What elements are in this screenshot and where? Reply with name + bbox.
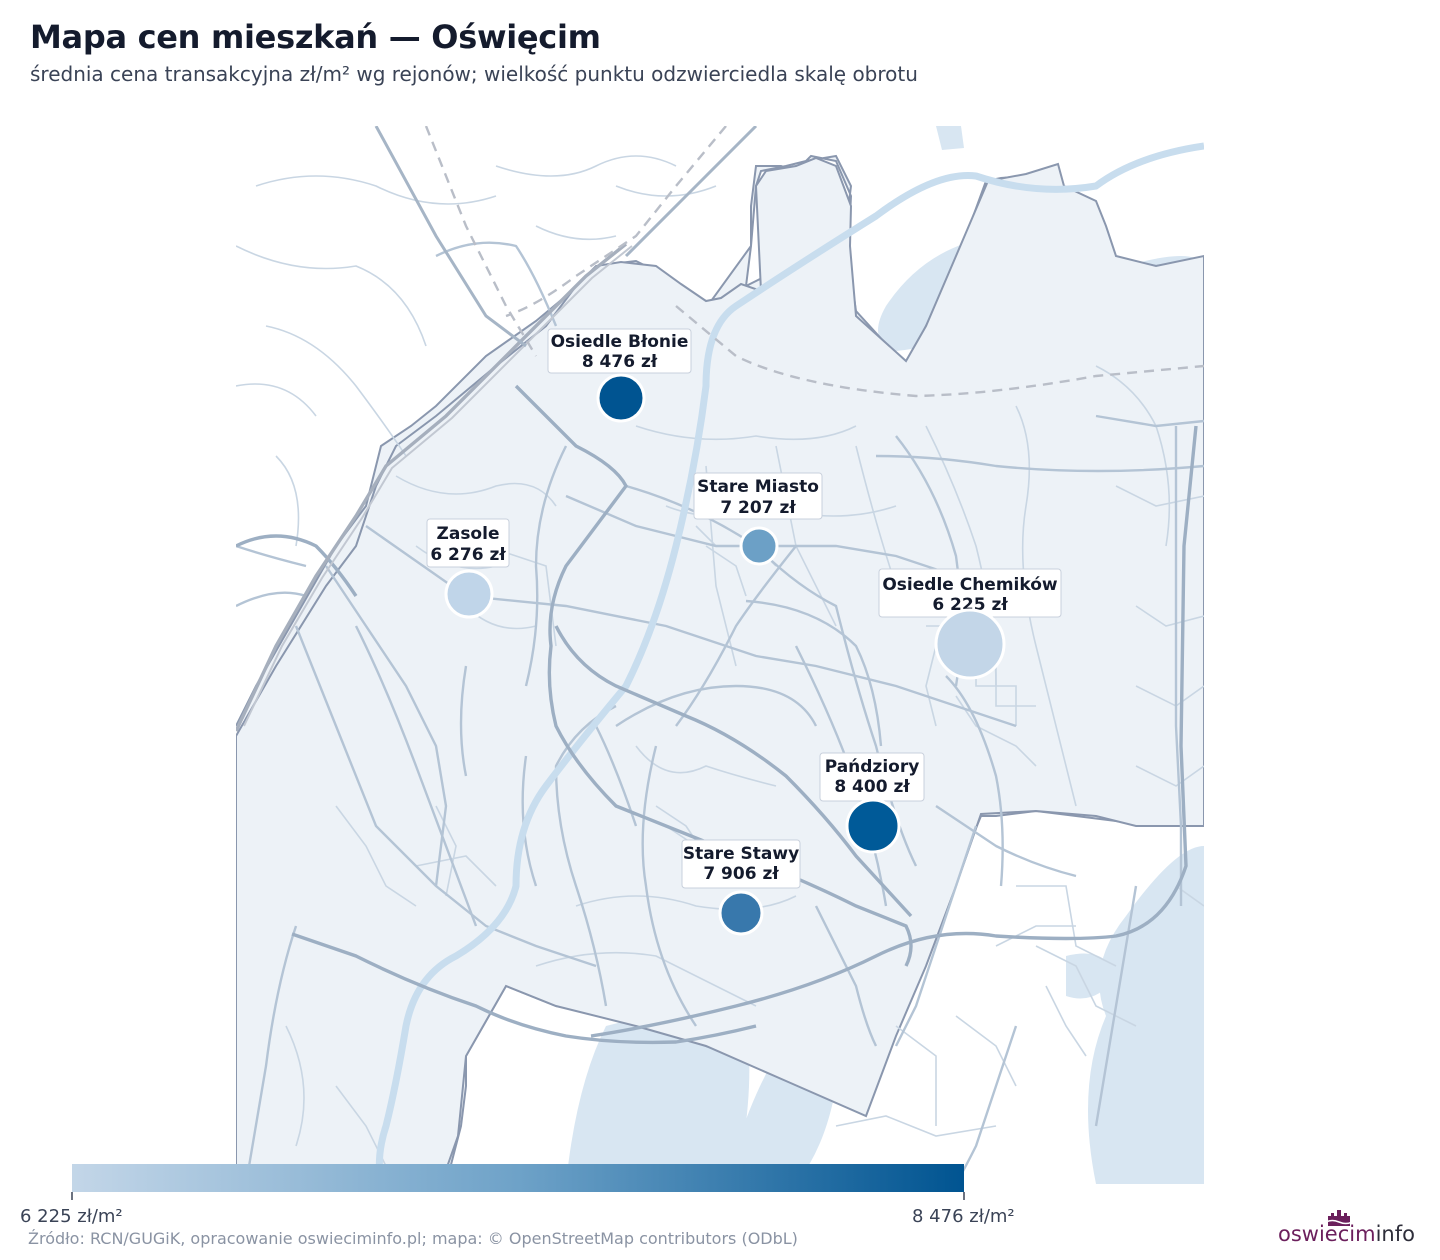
district-name: Zasole [437,524,500,544]
district-marker-stare-miasto[interactable]: Stare Miasto 7 207 zł [693,472,823,566]
district-marker-stare-stawy[interactable]: Stare Stawy 7 906 zł [681,839,801,936]
district-marker-osiedle-chemikow[interactable]: Osiedle Chemików 6 225 zł [878,568,1062,680]
city-map[interactable]: Osiedle Błonie 8 476 zł Stare Miasto 7 2… [236,126,1204,1184]
district-price: 7 906 zł [703,864,779,884]
label-box [547,328,692,374]
district-price: 8 476 zł [582,352,658,372]
label-box [426,518,510,568]
main-roads [236,384,1198,1045]
legend-max-label: 8 476 zł/m² [912,1206,1015,1227]
legend-min-label: 6 225 zł/m² [20,1206,123,1227]
district-price: 8 400 zł [834,777,910,797]
label-box [693,472,823,520]
brand-main: oswiecim [1278,1222,1376,1246]
district-name: Pańdziory [825,757,920,777]
price-point[interactable] [596,373,646,423]
district-price: 6 225 zł [932,595,1008,615]
district-price: 7 207 zł [720,498,796,518]
price-point[interactable] [934,608,1006,680]
district-marker-pazdziory[interactable]: Pańdziory 8 400 zł [819,752,925,854]
brand-accent: info [1375,1222,1415,1246]
source-note: Źródło: RCN/GUGiK, opracowanie oswiecimi… [28,1229,798,1248]
price-point[interactable] [444,569,494,619]
secondary-roads [236,241,1204,1184]
district-name: Osiedle Błonie [551,332,689,352]
page-title: Mapa cen mieszkań — Oświęcim [30,18,601,56]
page-subtitle: średnia cena transakcyjna zł/m² wg rejon… [30,62,918,86]
price-point[interactable] [718,890,764,936]
price-point[interactable] [739,526,779,566]
regional-roads [374,126,758,348]
district-name: Stare Stawy [683,844,799,864]
price-markers[interactable]: Osiedle Błonie 8 476 zł Stare Miasto 7 2… [426,328,1062,936]
castle-icon [1326,1210,1352,1226]
railway [236,126,1204,732]
price-point[interactable] [845,798,901,854]
brand-logo[interactable]: oswieciminfo [1278,1210,1415,1246]
district-price: 6 276 zł [430,545,506,565]
district-marker-osiedle-blonie[interactable]: Osiedle Błonie 8 476 zł [547,328,692,423]
label-box [681,839,801,889]
district-marker-zasole[interactable]: Zasole 6 276 zł [426,518,510,619]
district-name: Osiedle Chemików [882,575,1058,595]
district-name: Stare Miasto [697,477,819,497]
